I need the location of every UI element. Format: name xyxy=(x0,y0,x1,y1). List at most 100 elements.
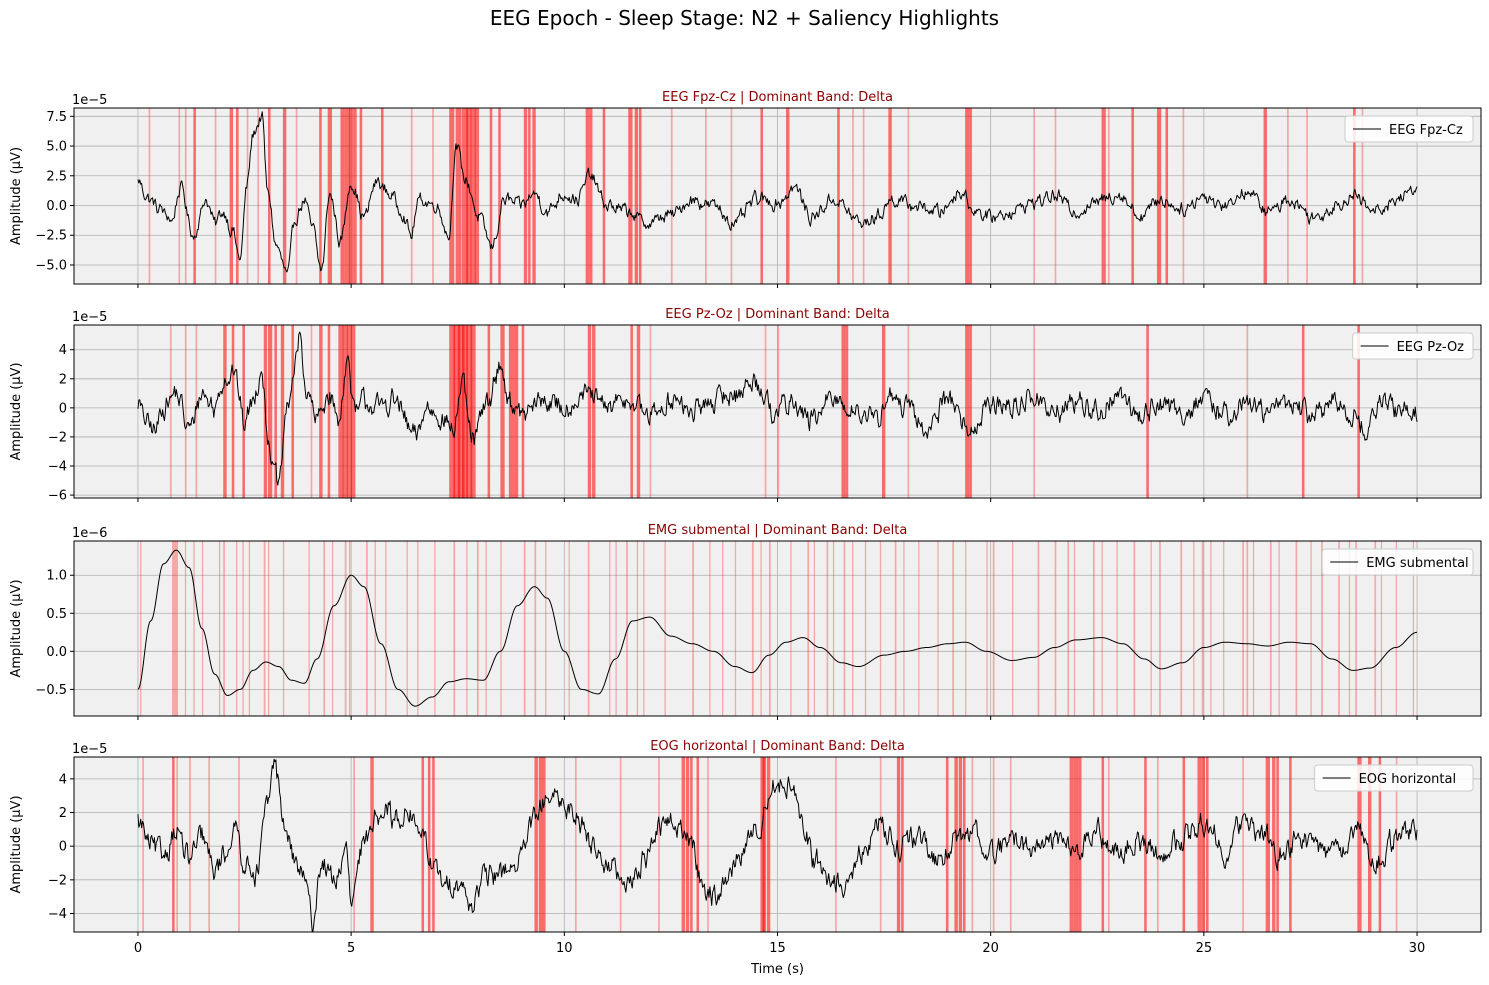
saliency-span xyxy=(965,108,970,284)
saliency-span xyxy=(790,541,792,716)
legend: EEG Pz-Oz xyxy=(1352,332,1474,360)
saliency-span xyxy=(965,325,970,498)
saliency-span xyxy=(1197,757,1202,932)
saliency-span xyxy=(231,325,235,498)
saliency-span xyxy=(826,541,829,716)
saliency-span xyxy=(945,757,949,932)
saliency-span xyxy=(1252,541,1255,716)
saliency-span xyxy=(1338,541,1340,716)
saliency-span xyxy=(359,108,363,284)
saliency-span xyxy=(918,541,920,716)
saliency-span xyxy=(498,108,501,284)
saliency-span xyxy=(1201,757,1206,932)
saliency-span xyxy=(1412,541,1415,716)
y-tick-label: 0 xyxy=(59,840,67,855)
saliency-span xyxy=(453,325,461,498)
saliency-span xyxy=(461,108,468,284)
y-axis-label: Amplitude (µV) xyxy=(9,147,24,245)
saliency-span xyxy=(1182,108,1185,284)
legend-box xyxy=(1321,548,1474,576)
saliency-span xyxy=(636,541,639,716)
saliency-span xyxy=(1246,541,1249,716)
saliency-span xyxy=(370,757,374,932)
saliency-span xyxy=(184,325,187,498)
y-tick-label: −2 xyxy=(48,873,67,888)
y-tick-label: 0 xyxy=(59,401,67,416)
saliency-span xyxy=(1368,757,1372,932)
y-tick-label: −5.0 xyxy=(35,258,67,273)
saliency-span xyxy=(1069,757,1074,932)
saliency-span xyxy=(589,108,593,284)
saliency-span xyxy=(609,541,611,716)
saliency-span xyxy=(1310,541,1312,716)
saliency-span xyxy=(971,757,974,932)
y-offset-label: 1e−5 xyxy=(72,310,107,325)
saliency-span xyxy=(327,108,332,284)
signal-trace xyxy=(137,111,1418,273)
legend-label: EMG submental xyxy=(1366,556,1468,571)
legend: EOG horizontal xyxy=(1314,764,1474,792)
y-tick-label: −4 xyxy=(48,460,67,475)
saliency-span xyxy=(242,325,245,498)
saliency-span xyxy=(1116,541,1118,716)
x-tick-label: 5 xyxy=(347,941,355,956)
saliency-span xyxy=(489,108,493,284)
saliency-span xyxy=(421,757,425,932)
saliency-span xyxy=(1156,108,1162,284)
saliency-span xyxy=(1278,541,1280,716)
saliency-span xyxy=(903,541,905,716)
saliency-span xyxy=(962,757,966,932)
saliency-span xyxy=(267,541,270,716)
saliency-span xyxy=(319,108,322,284)
saliency-span xyxy=(1265,757,1270,932)
saliency-span xyxy=(1101,541,1103,716)
saliency-span xyxy=(1289,757,1292,932)
plot-content xyxy=(74,325,1481,498)
saliency-span xyxy=(257,108,260,284)
saliency-span xyxy=(587,325,592,498)
saliency-span xyxy=(1380,541,1383,716)
saliency-span xyxy=(169,325,172,498)
saliency-span xyxy=(643,541,645,716)
saliency-span xyxy=(476,541,479,716)
saliency-span xyxy=(172,757,175,932)
saliency-span xyxy=(353,108,357,284)
plot-content xyxy=(74,541,1481,716)
x-tick-label: 0 xyxy=(134,941,142,956)
saliency-span xyxy=(523,108,528,284)
saliency-span xyxy=(1242,541,1244,716)
saliency-span xyxy=(969,325,972,498)
saliency-span xyxy=(263,541,266,716)
saliency-span xyxy=(242,541,244,716)
subplot-title: EMG submental | Dominant Band: Delta xyxy=(648,523,908,538)
x-tick-label: 20 xyxy=(982,941,999,956)
saliency-span xyxy=(385,541,387,716)
saliency-span xyxy=(1357,325,1360,498)
saliency-span xyxy=(417,541,419,716)
saliency-span xyxy=(543,757,546,932)
saliency-span xyxy=(574,757,577,932)
legend: EEG Fpz-Cz xyxy=(1344,115,1474,143)
saliency-span xyxy=(189,757,191,932)
y-tick-label: 2 xyxy=(59,806,67,821)
saliency-span xyxy=(658,757,660,932)
legend-box xyxy=(1314,764,1474,792)
subplot-1: −5.0 −2.5 0.0 2.5 5.0 7.5 1e−5 EEG Fpz-Cz | Dom… xyxy=(9,90,1482,288)
legend: EMG submental xyxy=(1321,548,1474,576)
y-tick-label: 4 xyxy=(59,772,67,787)
saliency-span xyxy=(1193,541,1195,716)
subplot-title: EEG Pz-Oz | Dominant Band: Delta xyxy=(665,307,890,322)
saliency-span xyxy=(1150,541,1152,716)
saliency-span xyxy=(1301,325,1305,498)
saliency-span xyxy=(841,325,846,498)
y-tick-label: −2 xyxy=(48,430,67,445)
saliency-span xyxy=(344,108,350,284)
saliency-span xyxy=(1054,108,1057,284)
saliency-span xyxy=(845,325,849,498)
saliency-span xyxy=(308,541,310,716)
saliency-span xyxy=(1348,541,1351,716)
saliency-span xyxy=(1159,541,1161,716)
saliency-span xyxy=(282,108,287,284)
saliency-span xyxy=(1287,108,1289,284)
